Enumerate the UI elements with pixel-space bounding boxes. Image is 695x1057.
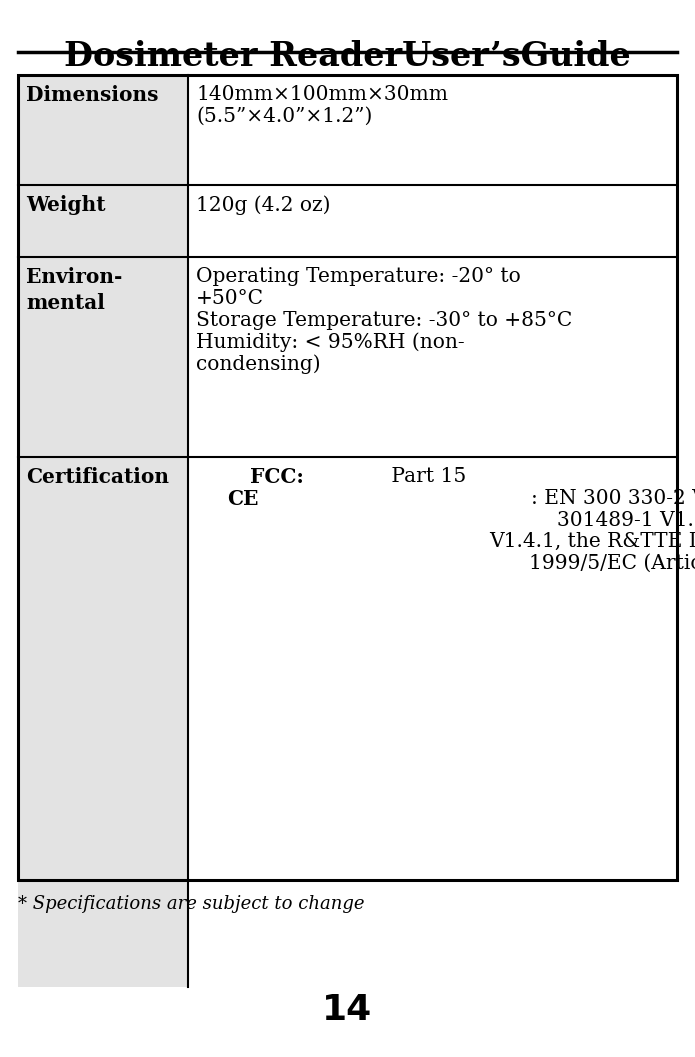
Text: 1999/5/EC (Article 3.1b and 3.2): 1999/5/EC (Article 3.1b and 3.2) (529, 554, 695, 573)
Text: Weight: Weight (26, 194, 106, 215)
Bar (188, 185, 677, 257)
Text: 140mm×100mm×30mm: 140mm×100mm×30mm (196, 85, 448, 104)
Text: Environ-
mental: Environ- mental (26, 267, 122, 313)
Text: 120g (4.2 oz): 120g (4.2 oz) (196, 194, 331, 215)
Text: CE: CE (227, 488, 259, 508)
Text: condensing): condensing) (196, 354, 320, 374)
Bar (18, 457, 188, 987)
Text: (5.5”×4.0”×1.2”): (5.5”×4.0”×1.2”) (196, 107, 373, 126)
Bar (188, 457, 677, 987)
Text: V1.4.1, the R&TTE Directive: V1.4.1, the R&TTE Directive (489, 533, 695, 552)
Text: FCC:: FCC: (250, 467, 304, 487)
Text: Certification: Certification (26, 467, 169, 487)
Text: 14: 14 (322, 993, 373, 1027)
Text: +50°C: +50°C (196, 289, 264, 308)
Text: : EN 300 330-2 V1.5.1, EN: : EN 300 330-2 V1.5.1, EN (531, 488, 695, 507)
Text: Storage Temperature: -30° to +85°C: Storage Temperature: -30° to +85°C (196, 311, 572, 330)
Bar (18, 75, 677, 880)
Text: 301489-1 V1.9.2 and EN 301 489-3: 301489-1 V1.9.2 and EN 301 489-3 (557, 511, 695, 530)
Text: Dosimeter ReaderUser’sGuide: Dosimeter ReaderUser’sGuide (64, 40, 631, 73)
Text: Part 15: Part 15 (385, 467, 466, 486)
Text: * Specifications are subject to change: * Specifications are subject to change (18, 895, 364, 913)
Text: Operating Temperature: -20° to: Operating Temperature: -20° to (196, 267, 521, 286)
Bar (188, 257, 677, 457)
Bar (18, 185, 188, 257)
Bar (18, 257, 188, 457)
Bar (188, 75, 677, 185)
Bar (18, 75, 188, 185)
Text: Dimensions: Dimensions (26, 85, 158, 105)
Text: Humidity: < 95%RH (non-: Humidity: < 95%RH (non- (196, 332, 465, 352)
